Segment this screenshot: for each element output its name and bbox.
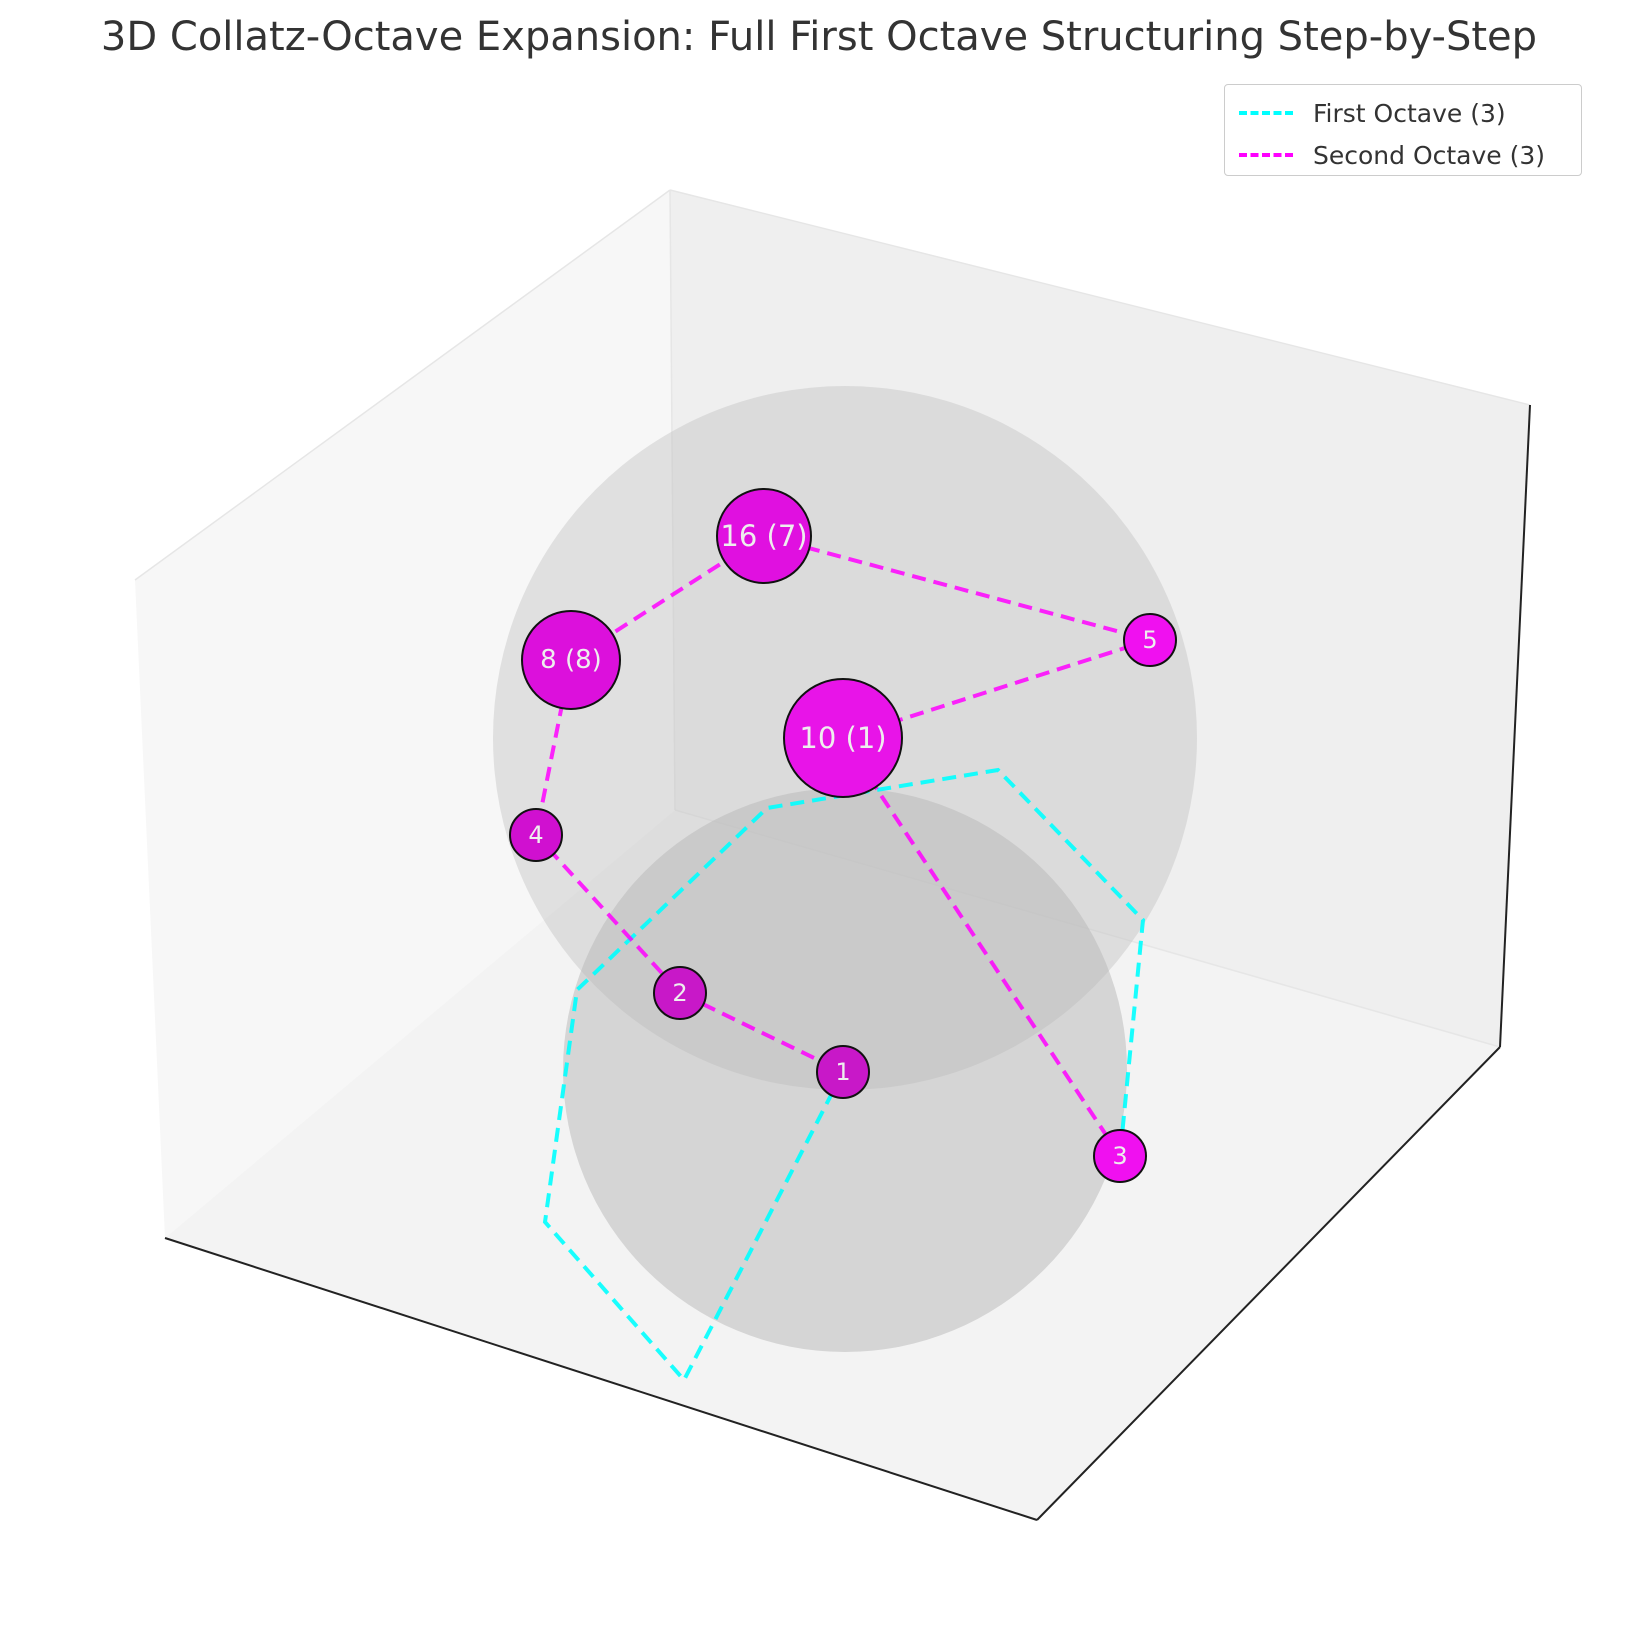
chart-title: 3D Collatz-Octave Expansion: Full First … bbox=[100, 14, 1538, 60]
node-label-1: 1 bbox=[835, 1058, 850, 1086]
pane-left bbox=[135, 190, 675, 1238]
node-8 bbox=[521, 610, 621, 710]
legend-swatch-second-octave bbox=[1239, 153, 1293, 157]
node-4 bbox=[509, 808, 563, 862]
node-label-10: 10 (1) bbox=[799, 721, 886, 755]
node-2 bbox=[653, 966, 707, 1020]
axis-y bbox=[1036, 1046, 1501, 1521]
legend: First Octave (3) Second Octave (3) bbox=[1224, 84, 1582, 176]
legend-item-second-octave: Second Octave (3) bbox=[1225, 137, 1581, 173]
node-1 bbox=[816, 1045, 870, 1099]
node-label-8: 8 (8) bbox=[540, 645, 602, 675]
pane-edge-top-back bbox=[669, 189, 1531, 406]
pane-edge-top-left bbox=[134, 189, 671, 581]
node-label-5: 5 bbox=[1142, 626, 1157, 654]
node-5 bbox=[1123, 613, 1177, 667]
axis-z bbox=[1499, 404, 1531, 1048]
node-16 bbox=[716, 488, 812, 584]
legend-label-first-octave: First Octave (3) bbox=[1313, 99, 1506, 128]
series-line-first-octave bbox=[542, 767, 1146, 1384]
node-label-2: 2 bbox=[672, 979, 687, 1007]
axis-x bbox=[164, 1237, 1038, 1521]
pane-edge-left bbox=[669, 189, 676, 811]
node-10 bbox=[783, 678, 903, 798]
node-label-16: 16 (7) bbox=[720, 519, 807, 553]
legend-swatch-first-octave bbox=[1239, 111, 1293, 115]
node-3 bbox=[1093, 1129, 1147, 1183]
node-label-3: 3 bbox=[1112, 1142, 1127, 1170]
node-label-4: 4 bbox=[528, 821, 543, 849]
legend-label-second-octave: Second Octave (3) bbox=[1313, 141, 1546, 170]
legend-item-first-octave: First Octave (3) bbox=[1225, 95, 1581, 131]
